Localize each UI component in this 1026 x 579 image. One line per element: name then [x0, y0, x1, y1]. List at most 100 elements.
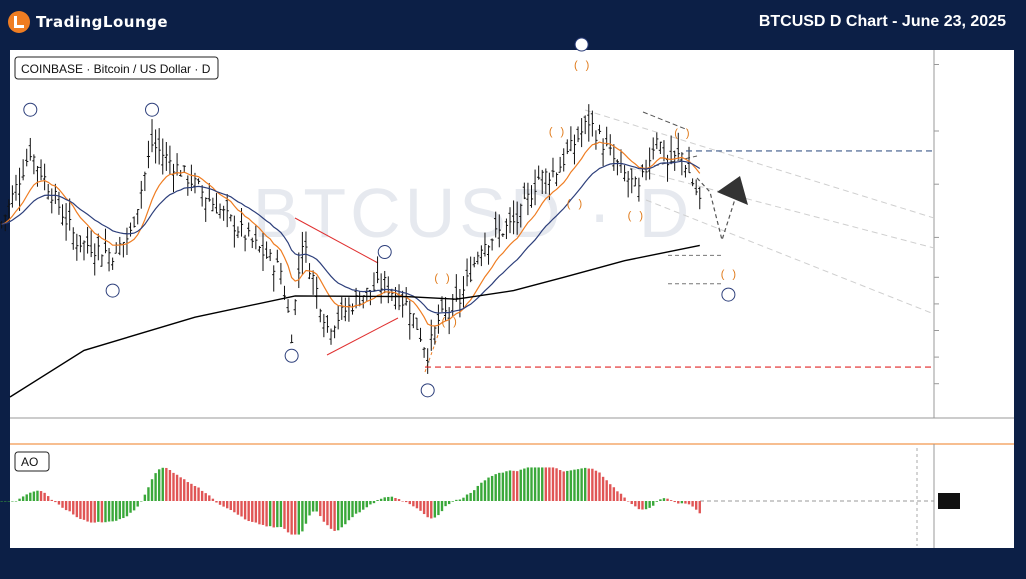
ao-histogram-bar: [179, 477, 182, 501]
wave-label-paren-close: ): [578, 198, 582, 210]
ao-histogram-bar: [129, 501, 132, 513]
channel-middle-line: [629, 167, 935, 249]
ao-histogram-bar: [308, 501, 311, 516]
wave-label-paren-close: ): [686, 127, 690, 139]
ao-histogram-bar: [68, 501, 71, 512]
ao-histogram-bar: [519, 469, 522, 501]
wave-label-paren-open: (: [574, 60, 578, 72]
wave-label-paren-close: ): [446, 272, 450, 284]
ao-histogram-bar: [541, 467, 544, 501]
ao-histogram-bar: [236, 501, 240, 515]
ao-histogram-bar: [354, 501, 358, 514]
ao-histogram-bar: [233, 501, 236, 513]
ao-histogram-bar: [372, 501, 376, 504]
ao-histogram-bar: [93, 501, 96, 523]
ao-histogram-bar: [555, 468, 558, 501]
ao-histogram-bar: [498, 472, 501, 501]
ao-histogram-bar: [204, 493, 207, 501]
ao-histogram-bar: [465, 494, 469, 501]
ao-histogram-bar: [107, 501, 111, 522]
ao-histogram-bar: [698, 501, 701, 514]
ao-histogram-bar: [240, 501, 243, 517]
ao-histogram-bar: [397, 499, 401, 501]
chart-watermark: BTCUSD · D: [253, 174, 694, 252]
ao-histogram-bar: [118, 501, 121, 520]
ao-histogram-bar: [100, 501, 104, 523]
ao-histogram-bar: [290, 501, 293, 535]
ao-histogram-bar: [673, 501, 676, 503]
ao-histogram-bar: [480, 482, 483, 501]
wave-label-paren-open: (: [567, 198, 571, 210]
ao-histogram-bar: [208, 495, 211, 501]
fast-moving-average-line: [1, 141, 701, 327]
ao-histogram-bar: [329, 501, 333, 529]
ao-histogram-bar: [405, 501, 408, 503]
ao-histogram-bar: [508, 470, 512, 501]
ao-histogram-bar: [319, 501, 322, 517]
ao-histogram-bar: [147, 487, 150, 501]
ao-histogram-bar: [426, 501, 429, 518]
ao-histogram-bar: [86, 501, 89, 522]
ao-histogram-bar: [82, 501, 86, 520]
ao-histogram-bar: [200, 490, 204, 501]
ao-histogram-bar: [537, 467, 540, 501]
ao-histogram-bar: [272, 501, 275, 528]
ao-histogram-bar: [376, 500, 379, 501]
ao-histogram-bar: [322, 501, 326, 522]
ao-histogram-bar: [383, 497, 386, 501]
ao-histogram-bar: [122, 501, 125, 519]
ao-histogram-bar: [687, 501, 691, 505]
channel-upper-line: [584, 109, 935, 219]
ao-histogram-bar: [487, 477, 490, 501]
chart-panel: [10, 50, 1014, 548]
chart-title: BTCUSD D Chart - June 23, 2025: [758, 13, 1006, 30]
ao-histogram-bar: [333, 501, 336, 531]
ao-histogram-bar: [594, 470, 598, 501]
ao-histogram-bar: [79, 501, 82, 519]
wave-label-paren-open: (: [441, 316, 445, 328]
ao-histogram-bar: [165, 467, 168, 501]
ao-histogram-bar: [691, 501, 694, 507]
ao-histogram-bar: [612, 487, 616, 501]
ao-histogram-bar: [455, 499, 458, 501]
ao-histogram-bar: [576, 469, 580, 501]
ao-histogram-bar: [43, 492, 46, 501]
ao-histogram-bar: [659, 499, 662, 501]
ao-histogram-bar: [111, 501, 114, 522]
wave-label-paren-close: ): [639, 210, 643, 222]
ao-histogram-bar: [175, 474, 179, 501]
ao-histogram-bar: [609, 484, 612, 501]
ao-histogram-bar: [336, 501, 340, 531]
ao-current-value-box: [938, 493, 960, 509]
ao-histogram-bar: [501, 472, 505, 501]
ao-histogram-bar: [551, 467, 555, 501]
ao-histogram-bar: [283, 501, 286, 529]
ao-histogram-bar: [301, 501, 304, 532]
wave-label-circle: [574, 37, 589, 52]
ao-histogram-bar: [437, 501, 440, 516]
ao-histogram-bar: [616, 491, 619, 501]
ao-histogram-bar: [50, 499, 53, 501]
ao-histogram-bar: [190, 483, 193, 501]
ao-histogram-bar: [125, 501, 129, 517]
ao-histogram-bar: [390, 496, 394, 501]
ao-histogram-bar: [447, 501, 451, 505]
ao-label: AO: [21, 455, 38, 469]
flag-upper-line: [642, 111, 689, 131]
ao-histogram-bar: [415, 501, 419, 509]
ao-histogram-bar: [226, 501, 229, 509]
ao-histogram-bar: [311, 501, 315, 512]
ao-histogram-bar: [344, 501, 347, 525]
ao-histogram-bar: [222, 501, 225, 507]
ao-histogram-bar: [47, 496, 50, 501]
ao-histogram-bar: [276, 501, 279, 528]
ao-histogram-bar: [369, 501, 372, 505]
ao-histogram-bar: [387, 496, 390, 501]
ao-histogram-bar: [261, 501, 265, 525]
wave-label-circle: [284, 348, 299, 363]
ao-histogram-bar: [104, 501, 107, 523]
ao-histogram-bar: [115, 501, 118, 521]
ao-histogram-bar: [662, 498, 666, 501]
ao-histogram-bar: [75, 501, 79, 518]
ao-histogram-bar: [605, 480, 608, 501]
